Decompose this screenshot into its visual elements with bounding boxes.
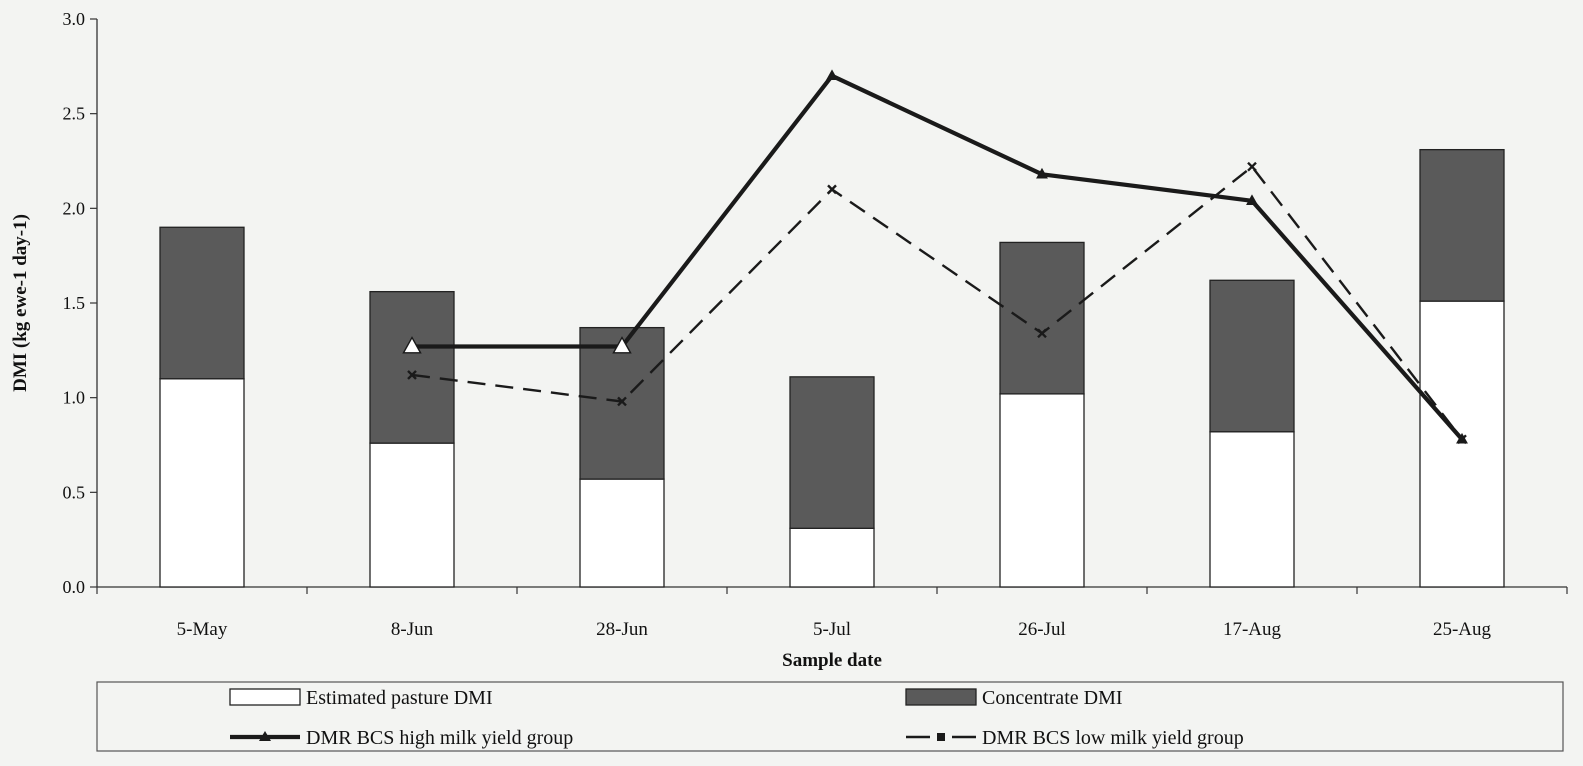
legend-label: DMR BCS low milk yield group bbox=[982, 727, 1244, 749]
low-milk-yield-point bbox=[1457, 434, 1467, 445]
bars bbox=[159, 148, 1505, 588]
legend-box bbox=[96, 681, 1564, 752]
low-milk-yield-point bbox=[407, 370, 417, 380]
x-axis-label: Sample date bbox=[782, 650, 882, 671]
x-tick-label: 17-Aug bbox=[1223, 619, 1282, 640]
legend-label: Estimated pasture DMI bbox=[306, 687, 493, 709]
legend-swatch bbox=[905, 688, 977, 706]
low-milk-yield-point bbox=[1037, 328, 1047, 339]
y-tick-label: 0.5 bbox=[63, 482, 86, 502]
x-tick-label: 8-Jun bbox=[391, 619, 434, 640]
x-tick-label: 26-Jul bbox=[1018, 619, 1066, 640]
high-milk-yield-point bbox=[826, 69, 838, 81]
concentrate-bar bbox=[1209, 279, 1295, 433]
low-milk-yield-point bbox=[617, 396, 627, 407]
legend-marker bbox=[259, 731, 271, 741]
y-tick-label: 0.0 bbox=[63, 577, 86, 597]
legend-label: DMR BCS high milk yield group bbox=[306, 727, 573, 749]
x-tick-label: 28-Jun bbox=[596, 619, 648, 640]
y-axis-label: DMI (kg ewe-1 day-1) bbox=[10, 214, 31, 392]
high-milk-yield-point bbox=[612, 336, 632, 354]
legend-swatch bbox=[229, 688, 301, 706]
axis-labels: DMI (kg ewe-1 day-1) Sample date bbox=[10, 214, 882, 671]
concentrate-bar bbox=[789, 376, 875, 529]
y-tick-label: 2.0 bbox=[63, 198, 86, 218]
y-tick-label: 3.0 bbox=[63, 9, 86, 29]
pasture-bar bbox=[1419, 300, 1505, 588]
x-tick-label: 5-Jul bbox=[813, 619, 851, 640]
high-milk-yield-point bbox=[1036, 167, 1048, 179]
concentrate-bar bbox=[159, 226, 245, 380]
pasture-bar bbox=[159, 378, 245, 588]
axes: 0.0 0.5 1.0 1.5 2.0 2.5 3.0 5-May 8-Jun 28-Jun 5-J… bbox=[63, 9, 1568, 640]
y-tick-label: 1.0 bbox=[63, 388, 86, 408]
high-milk-yield-line bbox=[412, 73, 1464, 441]
legend: Estimated pasture DMI Concentrate DMI DMR … bbox=[96, 681, 1564, 752]
concentrate-bar bbox=[369, 290, 455, 444]
low-milk-yield-point bbox=[827, 184, 837, 195]
legend-label: Concentrate DMI bbox=[982, 687, 1123, 709]
y-tick-label: 1.5 bbox=[63, 293, 86, 313]
pasture-bar bbox=[369, 442, 455, 588]
x-tick-label: 5-May bbox=[177, 619, 228, 640]
pasture-bar bbox=[579, 478, 665, 588]
pasture-bar bbox=[999, 393, 1085, 588]
y-tick-label: 2.5 bbox=[63, 104, 86, 124]
high-milk-yield-point bbox=[402, 336, 422, 354]
concentrate-bar bbox=[999, 241, 1085, 395]
low-milk-yield-point bbox=[1247, 161, 1257, 172]
pasture-bar bbox=[1209, 431, 1295, 588]
pasture-bar bbox=[789, 527, 875, 588]
legend-marker bbox=[937, 733, 945, 741]
concentrate-bar bbox=[1419, 148, 1505, 302]
low-milk-yield-line bbox=[411, 165, 1463, 441]
high-milk-yield-point bbox=[1246, 194, 1258, 205]
x-tick-label: 25-Aug bbox=[1433, 619, 1492, 640]
lines bbox=[402, 69, 1468, 445]
